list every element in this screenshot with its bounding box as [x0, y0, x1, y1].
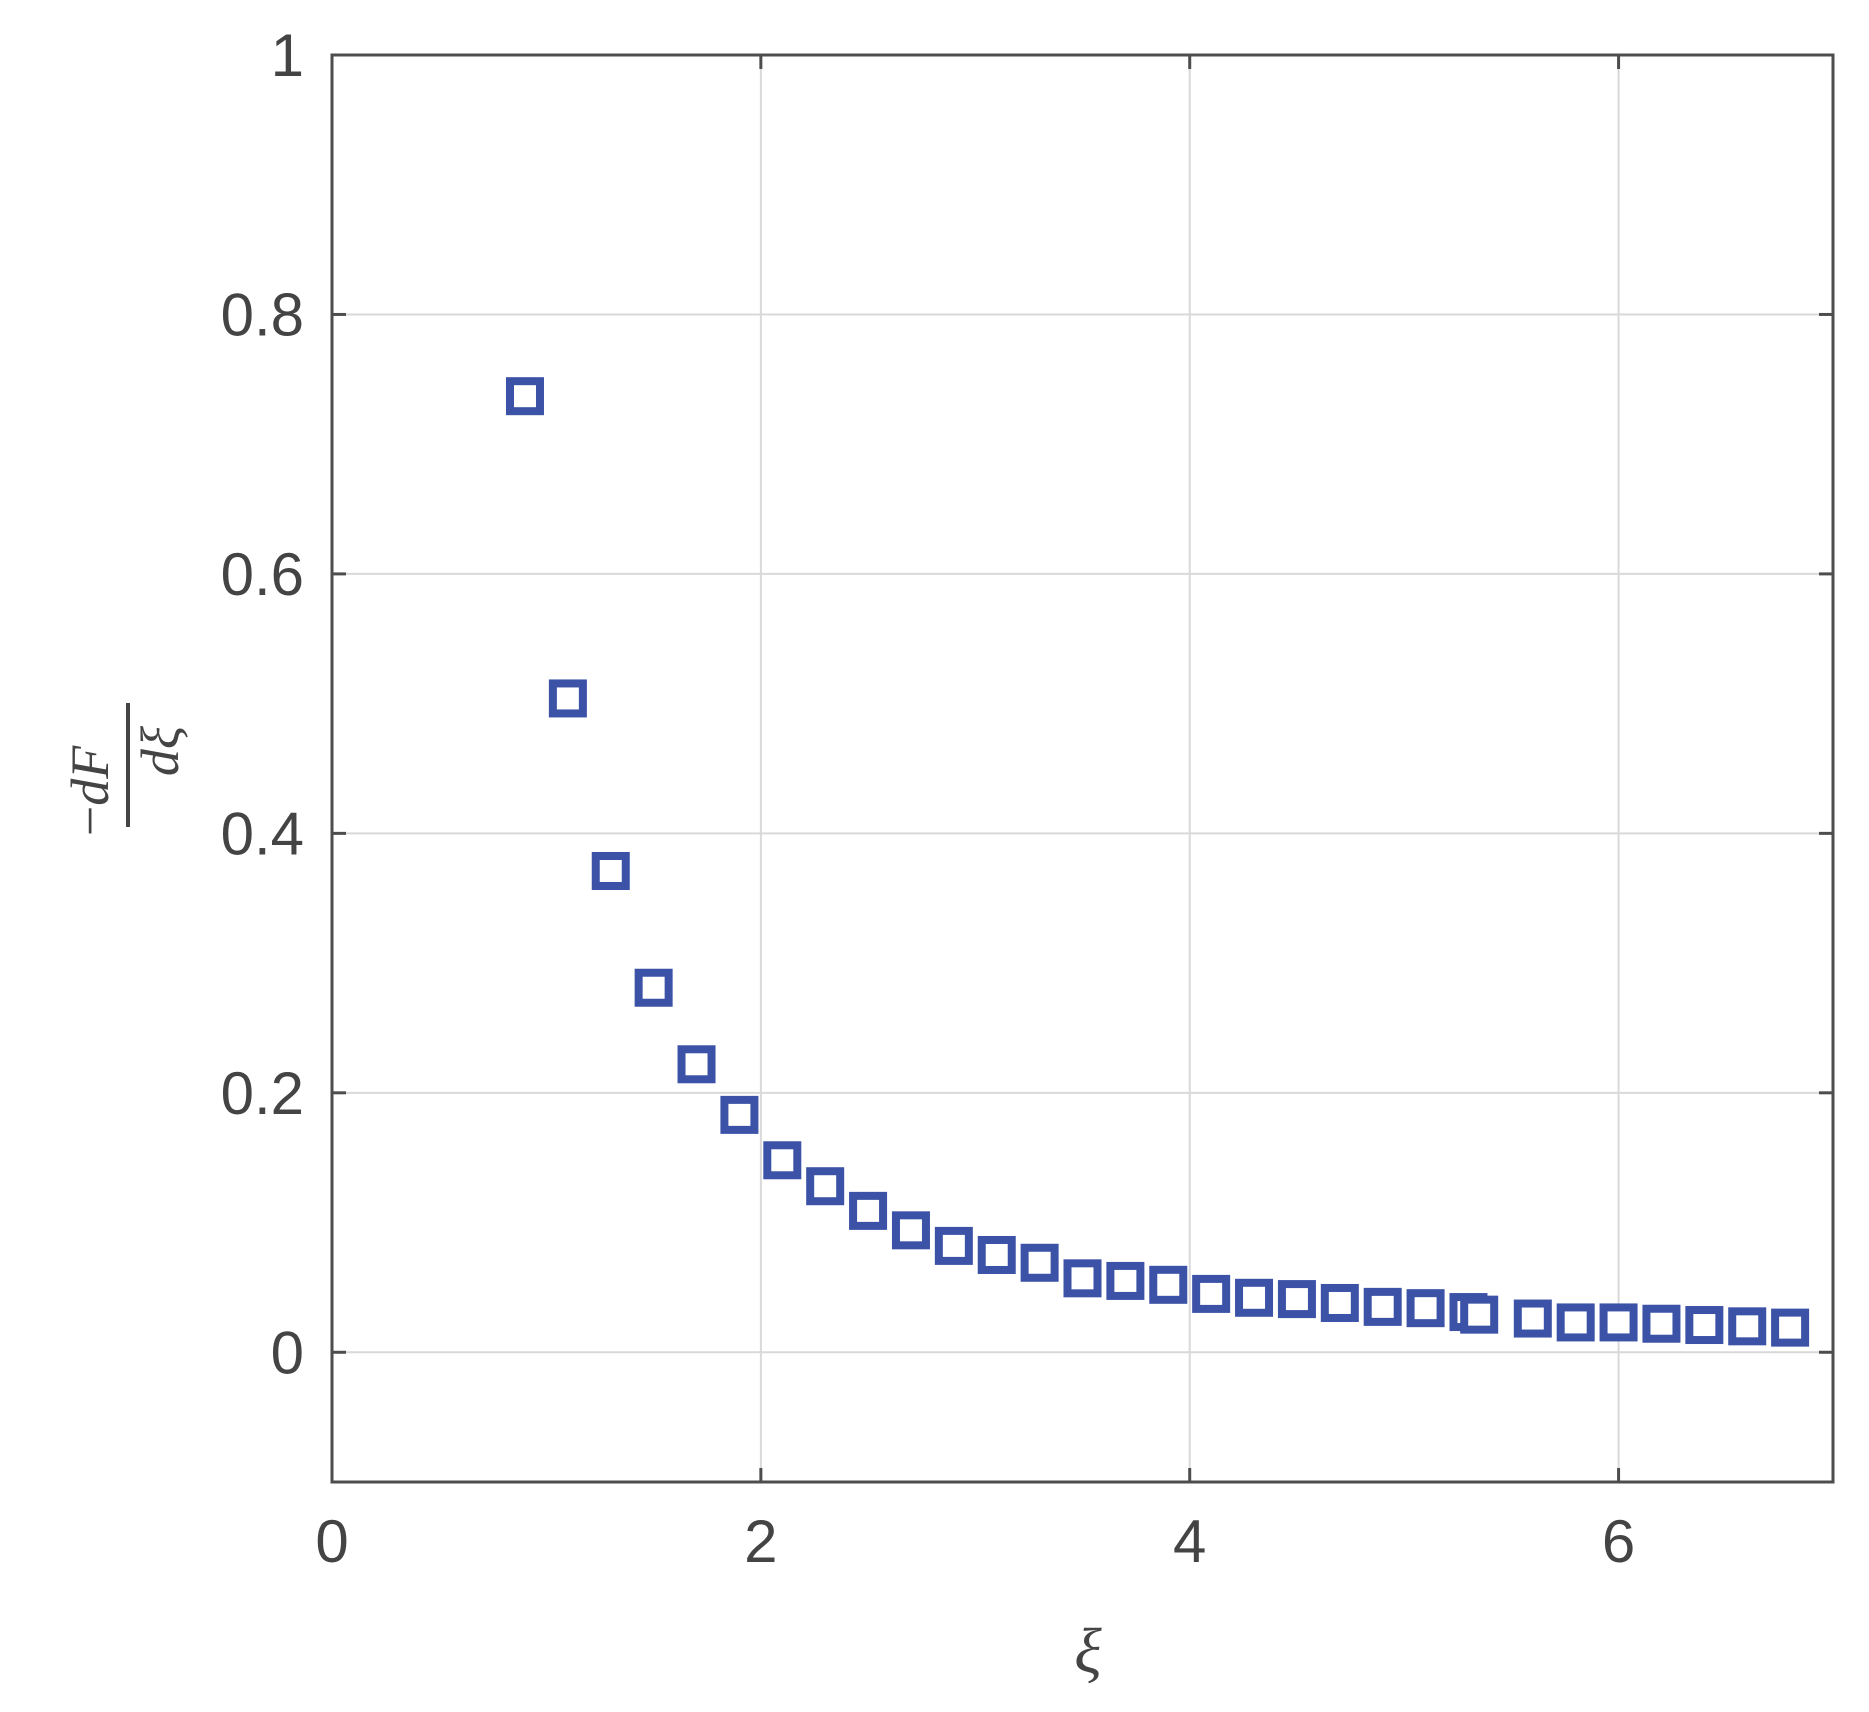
data-point	[934, 1226, 973, 1265]
data-points	[505, 377, 1810, 1347]
data-point	[591, 851, 630, 890]
x-tick-label: 2	[744, 1508, 777, 1575]
y-tick-label: 0.2	[221, 1060, 304, 1127]
x-tick-label: 6	[1602, 1508, 1635, 1575]
data-point	[1149, 1265, 1188, 1304]
y-axis-label-denominator: dξ	[130, 725, 190, 776]
data-point	[1235, 1278, 1274, 1317]
plot-frame	[330, 53, 1835, 1484]
y-tick-label: 1	[271, 22, 304, 89]
x-tick-label: 4	[1173, 1508, 1206, 1575]
data-point	[1406, 1289, 1445, 1328]
data-point	[1556, 1303, 1595, 1342]
data-point	[1277, 1280, 1316, 1319]
data-point	[1020, 1243, 1059, 1282]
y-axis-label: −dF dξ	[60, 703, 190, 836]
y-tick-label: 0.4	[221, 800, 304, 867]
data-point	[1363, 1287, 1402, 1326]
data-point	[1460, 1295, 1499, 1334]
y-axis-label-numerator: −dF	[60, 745, 120, 836]
y-tick-label: 0.8	[221, 281, 304, 348]
axes	[330, 53, 1835, 1484]
data-point	[720, 1095, 759, 1134]
x-tick-label: 0	[315, 1508, 348, 1575]
tick-labels: 0 2 4 6 0 0.2 0.4 0.6 0.8 1	[221, 22, 1636, 1575]
data-point	[891, 1211, 930, 1250]
x-axis-label: ξ	[1074, 1615, 1102, 1686]
data-point	[548, 679, 587, 718]
data-point	[849, 1191, 888, 1230]
data-point	[1063, 1259, 1102, 1298]
data-point	[1192, 1274, 1231, 1313]
data-point	[1106, 1261, 1145, 1300]
data-point	[634, 968, 673, 1007]
y-axis-label-numerator-text: dF	[60, 745, 120, 806]
data-point	[1728, 1307, 1767, 1346]
data-point	[1642, 1304, 1681, 1343]
data-point	[1771, 1308, 1810, 1347]
data-point	[1513, 1299, 1552, 1338]
data-point	[806, 1167, 845, 1206]
y-axis-label-minus: −	[60, 806, 120, 836]
y-tick-label: 0.6	[221, 541, 304, 608]
data-point	[1599, 1303, 1638, 1342]
data-point	[1320, 1283, 1359, 1322]
data-point	[505, 377, 544, 416]
y-tick-label: 0	[271, 1319, 304, 1386]
data-point	[677, 1045, 716, 1084]
data-point	[1685, 1306, 1724, 1345]
data-point	[977, 1235, 1016, 1274]
grid	[332, 55, 1833, 1482]
data-point	[763, 1141, 802, 1180]
